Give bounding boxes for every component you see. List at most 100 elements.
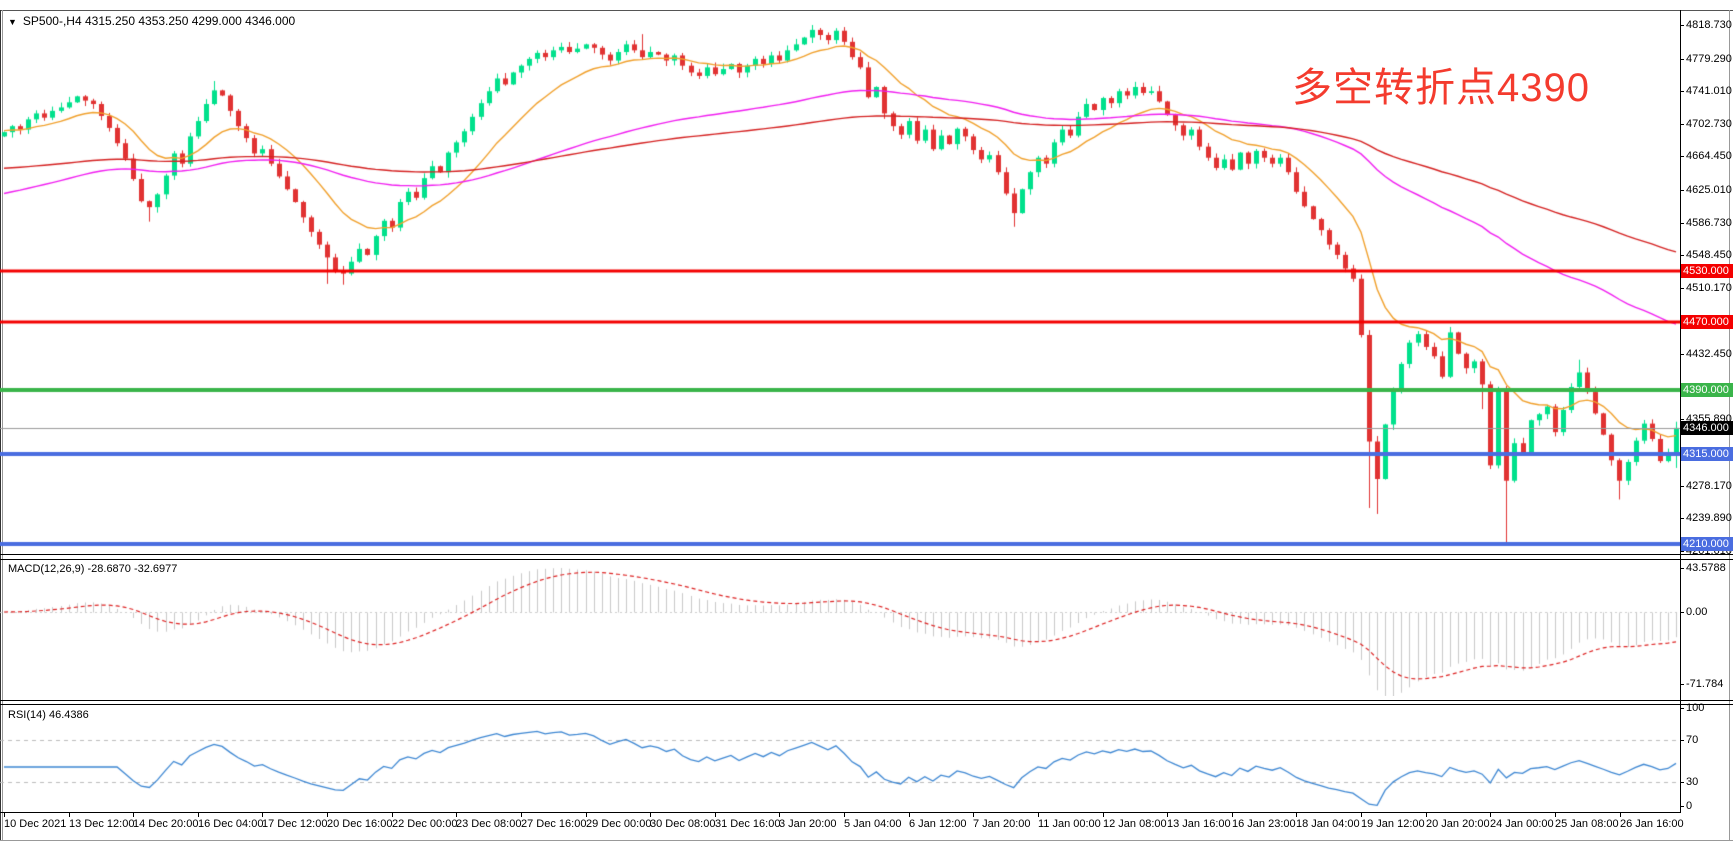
price-axis-tick xyxy=(1680,190,1684,191)
time-axis-tick xyxy=(1103,812,1104,817)
price-level-badge: 4530.000 xyxy=(1681,264,1733,278)
price-axis-tick xyxy=(1680,288,1684,289)
time-axis-tick xyxy=(973,812,974,817)
time-axis-tick xyxy=(456,812,457,817)
price-axis-line xyxy=(1680,10,1681,812)
time-axis-label: 26 Jan 16:00 xyxy=(1620,818,1684,830)
time-axis-label: 31 Dec 16:00 xyxy=(715,818,781,830)
time-axis-tick xyxy=(198,812,199,817)
time-axis-label: 7 Jan 20:00 xyxy=(973,818,1031,830)
panel-separator[interactable] xyxy=(0,554,1733,555)
time-axis-tick xyxy=(1296,812,1297,817)
rsi-scale-tick xyxy=(1680,740,1684,741)
price-axis-tick xyxy=(1680,156,1684,157)
rsi-scale-label: 30 xyxy=(1686,776,1699,788)
time-axis-label: 13 Dec 12:00 xyxy=(69,818,135,830)
time-axis-label: 23 Dec 08:00 xyxy=(456,818,522,830)
panel-separator[interactable] xyxy=(0,704,1733,705)
time-axis-tick xyxy=(1426,812,1427,817)
price-axis-label: 4548.450 xyxy=(1686,249,1732,261)
time-axis-tick xyxy=(133,812,134,817)
price-axis-label: 4239.890 xyxy=(1686,512,1732,524)
time-axis-label: 5 Jan 04:00 xyxy=(844,818,902,830)
time-axis-tick xyxy=(521,812,522,817)
time-axis-tick xyxy=(779,812,780,817)
price-axis-label: 4510.170 xyxy=(1686,282,1732,294)
price-axis-tick xyxy=(1680,551,1684,552)
time-axis-label: 16 Jan 23:00 xyxy=(1232,818,1296,830)
macd-scale-label: 0.00 xyxy=(1686,606,1708,618)
rsi-scale-tick xyxy=(1680,708,1684,709)
price-axis-tick xyxy=(1680,419,1684,420)
time-axis-label: 19 Jan 12:00 xyxy=(1361,818,1425,830)
time-axis-line xyxy=(0,812,1681,813)
price-axis-tick xyxy=(1680,59,1684,60)
macd-scale-tick xyxy=(1680,684,1684,685)
symbol-period-label: SP500-,H4 xyxy=(22,14,82,28)
price-axis-label: 4586.730 xyxy=(1686,217,1732,229)
time-axis-label: 10 Dec 2021 xyxy=(4,818,67,830)
price-axis-label: 4432.450 xyxy=(1686,348,1732,360)
price-axis-tick xyxy=(1680,223,1684,224)
time-axis-label: 30 Dec 08:00 xyxy=(650,818,716,830)
time-axis-label: 25 Jan 08:00 xyxy=(1555,818,1619,830)
time-axis-label: 6 Jan 12:00 xyxy=(909,818,967,830)
time-axis-label: 24 Jan 00:00 xyxy=(1490,818,1554,830)
macd-values: -28.6870 -32.6977 xyxy=(87,563,178,575)
macd-canvas[interactable] xyxy=(0,560,1680,696)
time-axis-label: 12 Jan 08:00 xyxy=(1103,818,1167,830)
time-axis-tick xyxy=(715,812,716,817)
time-axis-tick xyxy=(650,812,651,817)
chevron-down-icon[interactable]: ▼ xyxy=(8,17,17,27)
time-axis-label: 3 Jan 20:00 xyxy=(779,818,837,830)
time-axis-tick xyxy=(69,812,70,817)
time-axis-tick xyxy=(392,812,393,817)
panel-separator[interactable] xyxy=(0,700,1733,701)
ohlc-readout: 4315.250 4353.250 4299.000 4346.000 xyxy=(84,14,296,28)
price-axis-label: 4702.730 xyxy=(1686,118,1732,130)
price-axis-tick xyxy=(1680,486,1684,487)
price-level-badge: 4346.000 xyxy=(1681,421,1733,435)
time-axis-tick xyxy=(586,812,587,817)
price-axis-label: 4741.010 xyxy=(1686,85,1732,97)
time-axis-label: 29 Dec 00:00 xyxy=(586,818,652,830)
rsi-label: RSI(14) 46.4386 xyxy=(8,709,89,721)
rsi-canvas[interactable] xyxy=(0,706,1680,810)
price-axis-tick xyxy=(1680,255,1684,256)
price-axis-label: 4278.170 xyxy=(1686,480,1732,492)
price-axis-tick xyxy=(1680,91,1684,92)
time-axis-label: 18 Jan 04:00 xyxy=(1296,818,1360,830)
chart-title: ▼ SP500-,H4 4315.250 4353.250 4299.000 43… xyxy=(8,14,295,28)
rsi-scale-label: 100 xyxy=(1686,702,1705,714)
rsi-value: 46.4386 xyxy=(48,709,89,721)
time-axis-label: 11 Jan 00:00 xyxy=(1038,818,1101,830)
macd-scale-tick xyxy=(1680,612,1684,613)
time-axis-tick xyxy=(1620,812,1621,817)
trend-annotation: 多空转折点4390 xyxy=(1292,66,1590,110)
price-chart-canvas[interactable] xyxy=(0,10,1680,554)
rsi-scale-tick xyxy=(1680,782,1684,783)
time-axis-label: 22 Dec 00:00 xyxy=(392,818,458,830)
time-axis-tick xyxy=(909,812,910,817)
price-axis-label: 4664.450 xyxy=(1686,150,1732,162)
rsi-scale-tick xyxy=(1680,806,1684,807)
price-level-badge: 4470.000 xyxy=(1681,315,1733,329)
time-axis-tick xyxy=(1038,812,1039,817)
rsi-name: RSI(14) xyxy=(8,709,46,721)
price-axis-tick xyxy=(1680,124,1684,125)
time-axis-tick xyxy=(1555,812,1556,817)
time-axis-label: 27 Dec 16:00 xyxy=(521,818,587,830)
time-axis-tick xyxy=(1490,812,1491,817)
panel-separator[interactable] xyxy=(0,559,1733,560)
time-axis-tick xyxy=(844,812,845,817)
time-axis-tick xyxy=(1167,812,1168,817)
macd-scale-tick xyxy=(1680,568,1684,569)
macd-scale-label: -71.784 xyxy=(1686,678,1724,690)
rsi-scale-label: 70 xyxy=(1686,734,1699,746)
time-axis-label: 13 Jan 16:00 xyxy=(1167,818,1231,830)
time-axis-tick xyxy=(262,812,263,817)
price-level-badge: 4210.000 xyxy=(1681,537,1733,551)
time-axis-label: 17 Dec 12:00 xyxy=(262,818,328,830)
macd-scale-label: 43.5788 xyxy=(1686,562,1726,574)
